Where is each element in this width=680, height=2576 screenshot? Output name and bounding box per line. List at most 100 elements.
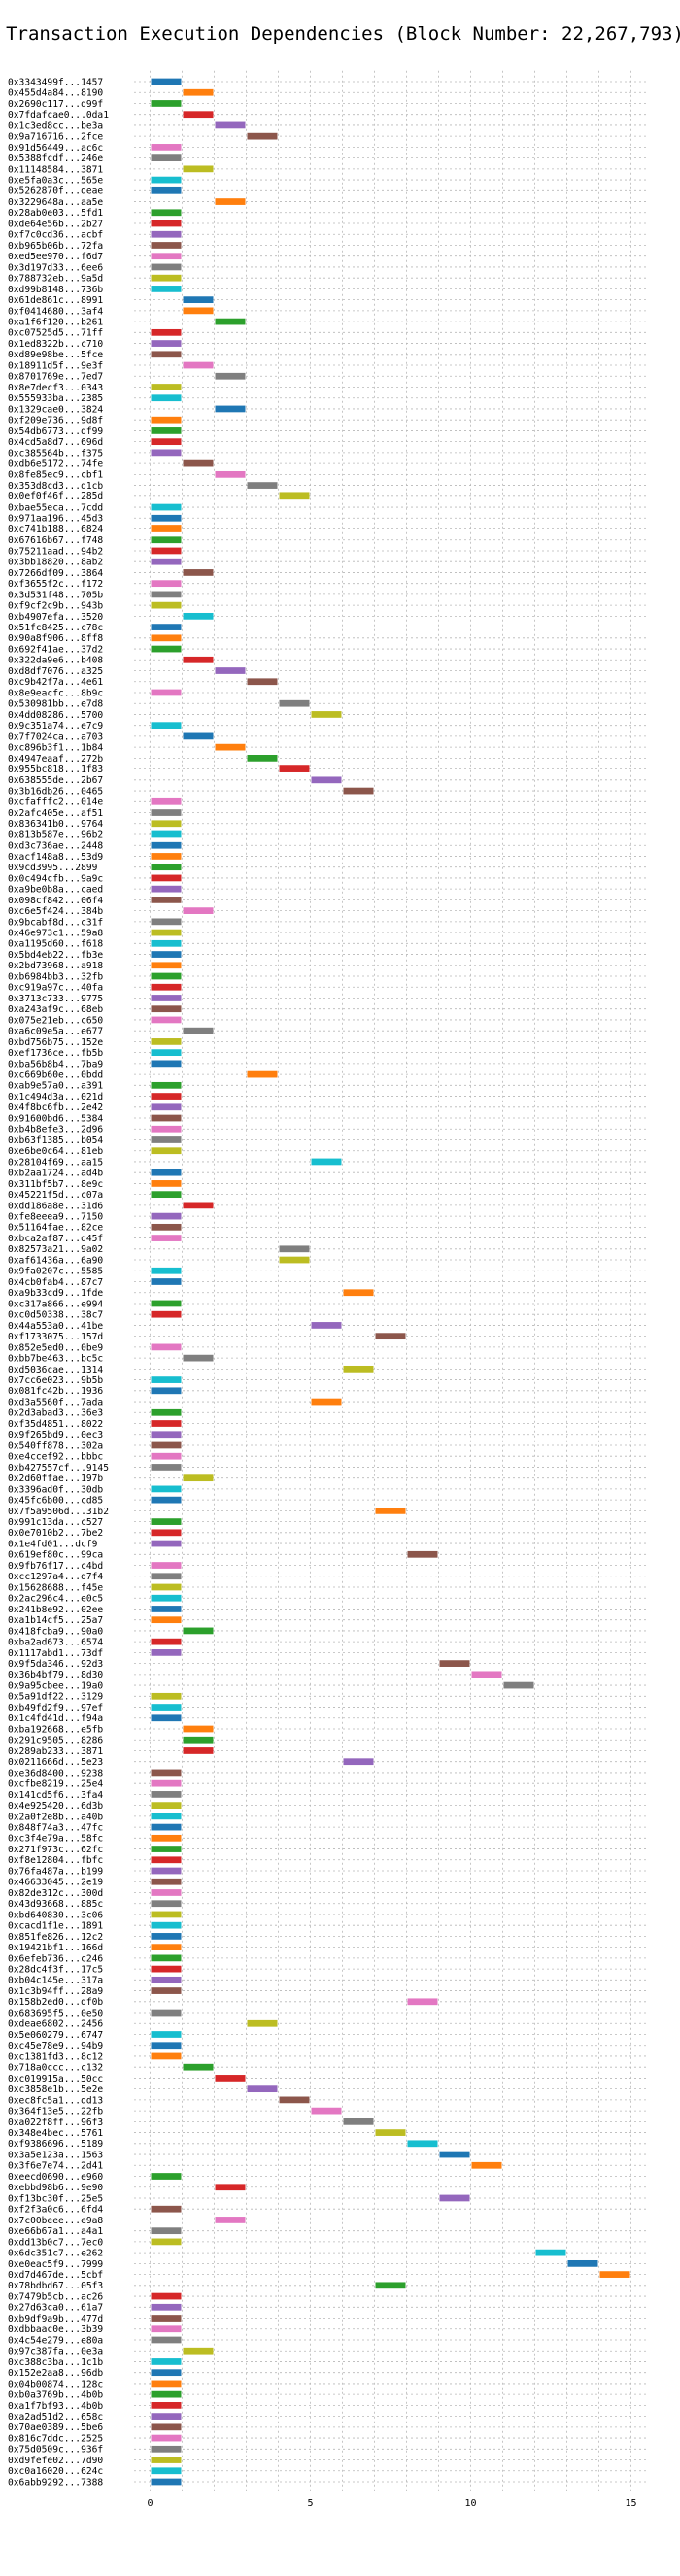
- y-tick-label: 0xba56b8b4...7ba9: [8, 1059, 103, 1069]
- transaction-bar: [151, 2205, 182, 2213]
- y-tick-label: 0x9c351a74...e7c9: [8, 721, 103, 731]
- transaction-bar: [151, 809, 182, 816]
- y-tick-label: 0xe4ccef92...bbbc: [8, 1452, 103, 1463]
- y-tick-label: 0xe0eac5f9...7999: [8, 2259, 103, 2270]
- y-tick-label: 0x46633045...2e19: [8, 1878, 103, 1888]
- y-tick-label: 0x1ed8322b...c710: [8, 339, 103, 350]
- y-tick-label: 0x852e5ed0...0be9: [8, 1342, 103, 1353]
- y-tick-label: 0xd89e98be...5fce: [8, 350, 103, 360]
- y-tick-label: 0x241b8e92...02ee: [8, 1605, 103, 1615]
- transaction-bar: [151, 939, 182, 947]
- transaction-bar: [151, 2009, 182, 2017]
- transaction-bar: [151, 1616, 182, 1624]
- transaction-bar: [183, 1202, 214, 1209]
- y-tick-label: 0x353d8cd3...d1cb: [8, 481, 103, 491]
- y-tick-label: 0x1c4fd41d...f94a: [8, 1713, 103, 1724]
- y-tick-label: 0xc6e5f424...384b: [8, 906, 103, 917]
- transaction-bar: [151, 2380, 182, 2388]
- y-tick-label: 0x6efeb736...c246: [8, 1953, 103, 1964]
- y-tick-label: 0x27d63ca0...61a7: [8, 2303, 103, 2314]
- transaction-bar: [151, 328, 182, 336]
- transaction-bar: [183, 612, 214, 620]
- transaction-bar: [247, 482, 278, 489]
- transaction-bar: [151, 1779, 182, 1787]
- y-tick-label: 0xdeae6802...2456: [8, 2019, 103, 2030]
- transaction-bar: [151, 263, 182, 271]
- transaction-bar: [151, 929, 182, 936]
- y-tick-label: 0xc0d50338...38c7: [8, 1310, 103, 1321]
- transaction-bar: [183, 1627, 214, 1635]
- y-tick-label: 0xa9be0b8a...caed: [8, 885, 103, 896]
- y-tick-label: 0x718a0ccc...c132: [8, 2063, 103, 2074]
- y-tick-label: 0x271f973c...62fc: [8, 1845, 103, 1855]
- transaction-bar: [183, 1725, 214, 1733]
- transaction-bar: [151, 2292, 182, 2300]
- transaction-bar: [151, 220, 182, 227]
- transaction-bar: [183, 361, 214, 369]
- transaction-bar: [151, 2238, 182, 2246]
- y-tick-label: 0x991c13da...c527: [8, 1517, 103, 1528]
- y-tick-label: 0x9bcabf8d...c31f: [8, 917, 103, 928]
- transaction-bar: [343, 1758, 374, 1766]
- transaction-bar: [151, 1900, 182, 1908]
- y-tick-label: 0x619ef80c...99ca: [8, 1550, 103, 1561]
- y-tick-label: 0xc45e78e9...94b9: [8, 2041, 103, 2051]
- y-tick-label: 0xb6984bb3...32fb: [8, 971, 103, 982]
- y-tick-label: 0xeecd0690...e960: [8, 2172, 103, 2183]
- transaction-bar: [151, 1060, 182, 1068]
- transaction-bar: [151, 1518, 182, 1525]
- y-tick-label: 0x28dc4f3f...17c5: [8, 1965, 103, 1976]
- transaction-bar: [567, 2259, 598, 2267]
- y-tick-label: 0xf35d4851...8022: [8, 1419, 103, 1430]
- transaction-bar: [151, 1267, 182, 1274]
- transaction-bar: [151, 1420, 182, 1427]
- y-tick-label: 0x3a5e123a...1563: [8, 2150, 103, 2160]
- y-tick-label: 0xc896b3f1...1b84: [8, 743, 103, 754]
- y-tick-label: 0x5bd4eb22...fb3e: [8, 950, 103, 961]
- transaction-bar: [183, 2063, 214, 2071]
- y-tick-label: 0xb2aa1724...ad4b: [8, 1169, 103, 1179]
- y-tick-label: 0xf9cf2c9b...943b: [8, 601, 103, 612]
- transaction-bar: [311, 2107, 342, 2115]
- transaction-bar: [151, 1846, 182, 1852]
- transaction-bar: [151, 525, 182, 532]
- transaction-bar: [151, 1147, 182, 1155]
- transaction-bar: [151, 962, 182, 969]
- y-tick-label: 0xf209e736...9d8f: [8, 416, 103, 426]
- y-tick-label: 0x54db6773...df99: [8, 426, 103, 437]
- transaction-bar: [151, 1638, 182, 1645]
- y-tick-label: 0x9f265bd9...0ec3: [8, 1430, 103, 1441]
- transaction-bar: [151, 503, 182, 511]
- transaction-bar: [151, 1954, 182, 1962]
- y-tick-label: 0x1e4fd01...dcf9: [8, 1539, 98, 1549]
- transaction-bar: [151, 394, 182, 402]
- transaction-bar: [343, 1289, 374, 1297]
- transaction-bar: [151, 2303, 182, 2311]
- transaction-bar: [151, 1987, 182, 1994]
- transaction-bar: [151, 1714, 182, 1722]
- y-tick-label: 0xc317a866...e994: [8, 1299, 103, 1309]
- y-tick-label: 0x8fe85ec9...cbf1: [8, 470, 103, 481]
- transaction-bar: [439, 2151, 470, 2158]
- y-tick-label: 0x82573a21...9a02: [8, 1244, 103, 1255]
- y-tick-label: 0xb04c145e...317a: [8, 1976, 103, 1986]
- transaction-bar: [375, 1333, 406, 1340]
- y-tick-label: 0xb63f1385...b054: [8, 1135, 103, 1146]
- transaction-bar: [151, 1704, 182, 1711]
- y-tick-label: 0x9a95cbee...19a0: [8, 1680, 103, 1691]
- transaction-bar: [151, 1464, 182, 1471]
- transaction-bar: [151, 1606, 182, 1612]
- y-tick-label: 0xd9fefe02...7d90: [8, 2456, 103, 2466]
- y-tick-label: 0xc388c3ba...1c1b: [8, 2357, 103, 2368]
- y-tick-label: 0x638555de...2b67: [8, 775, 103, 786]
- transaction-bar: [151, 797, 182, 805]
- y-tick-label: 0x813b587e...96b2: [8, 830, 103, 840]
- y-tick-label: 0x44a553a0...41be: [8, 1321, 103, 1332]
- y-tick-label: 0x4dd08286...5700: [8, 710, 103, 721]
- y-tick-label: 0xb4b8efe3...2d96: [8, 1125, 103, 1135]
- transaction-bar: [151, 1180, 182, 1187]
- transaction-bar: [183, 296, 214, 304]
- y-tick-label: 0xfe8eeea9...7150: [8, 1212, 103, 1223]
- y-tick-label: 0x0e7010b2...7be2: [8, 1528, 103, 1539]
